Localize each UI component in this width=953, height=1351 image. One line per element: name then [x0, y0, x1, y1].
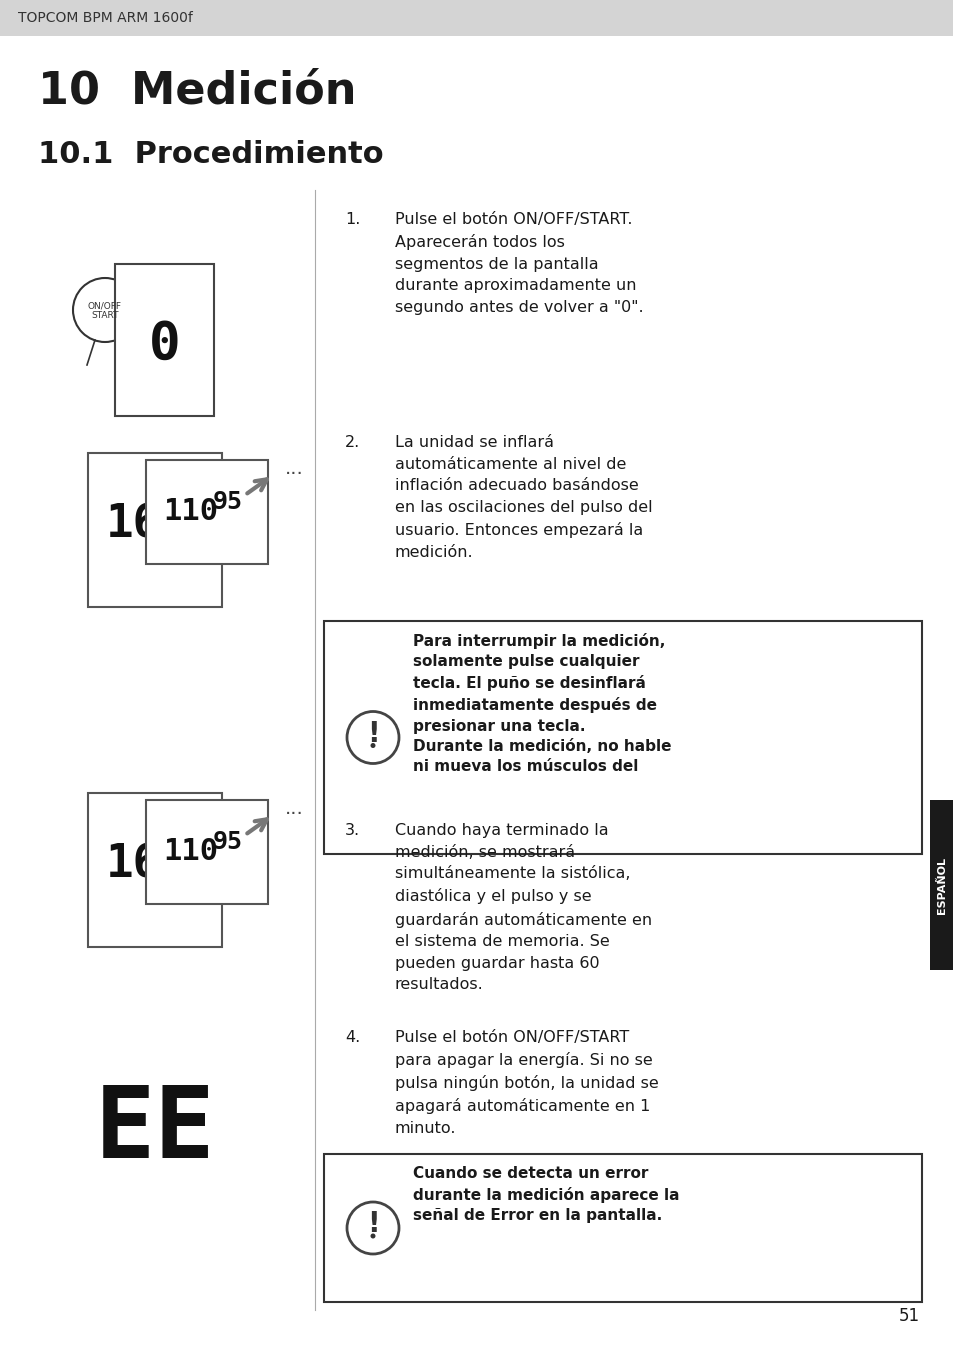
Text: START: START — [91, 311, 118, 319]
Text: 1.: 1. — [345, 212, 360, 227]
Text: 10  Medición: 10 Medición — [38, 70, 356, 113]
Text: Cuando haya terminado la
medición, se mostrará
simultáneamente la sistólica,
dia: Cuando haya terminado la medición, se mo… — [395, 823, 652, 992]
Text: Pulse el botón ON/OFF/START
para apagar la energía. Si no se
pulsa ningún botón,: Pulse el botón ON/OFF/START para apagar … — [395, 1029, 659, 1136]
Text: 110: 110 — [163, 497, 218, 527]
Text: Para interrumpir la medición,
solamente pulse cualquier
tecla. El puño se desinf: Para interrumpir la medición, solamente … — [413, 634, 671, 774]
FancyBboxPatch shape — [146, 800, 268, 904]
Text: 0: 0 — [149, 319, 181, 372]
Text: !: ! — [366, 1210, 379, 1238]
Text: ...: ... — [285, 800, 303, 819]
Text: 160: 160 — [106, 503, 189, 547]
Text: ESPAÑOL: ESPAÑOL — [936, 857, 946, 913]
Text: !: ! — [366, 720, 379, 747]
Circle shape — [73, 278, 137, 342]
Circle shape — [370, 743, 375, 748]
FancyBboxPatch shape — [88, 453, 222, 607]
FancyBboxPatch shape — [324, 621, 921, 854]
FancyBboxPatch shape — [929, 800, 953, 970]
FancyBboxPatch shape — [0, 0, 953, 36]
Text: EE: EE — [94, 1082, 215, 1178]
FancyBboxPatch shape — [324, 1154, 921, 1302]
Circle shape — [347, 712, 398, 763]
Text: 110: 110 — [163, 838, 218, 866]
Text: 95: 95 — [213, 490, 243, 513]
Text: 2.: 2. — [345, 435, 360, 450]
Text: La unidad se inflará
automáticamente al nivel de
inflación adecuado basándose
en: La unidad se inflará automáticamente al … — [395, 435, 652, 559]
Text: ON/OFF: ON/OFF — [88, 301, 122, 311]
Text: 160: 160 — [106, 843, 189, 888]
Text: 3.: 3. — [345, 823, 359, 838]
Text: 10.1  Procedimiento: 10.1 Procedimiento — [38, 141, 383, 169]
FancyBboxPatch shape — [146, 459, 268, 563]
Text: 51: 51 — [898, 1306, 919, 1325]
FancyBboxPatch shape — [88, 793, 222, 947]
Circle shape — [370, 1233, 375, 1239]
Text: 95: 95 — [213, 830, 243, 854]
Circle shape — [347, 1202, 398, 1254]
Text: ...: ... — [285, 459, 303, 478]
Text: TOPCOM BPM ARM 1600f: TOPCOM BPM ARM 1600f — [18, 11, 193, 26]
FancyBboxPatch shape — [115, 263, 214, 416]
Text: Pulse el botón ON/OFF/START.
Aparecerán todos los
segmentos de la pantalla
duran: Pulse el botón ON/OFF/START. Aparecerán … — [395, 212, 643, 315]
Text: Cuando se detecta un error
durante la medición aparece la
señal de Error en la p: Cuando se detecta un error durante la me… — [413, 1166, 679, 1223]
Text: 4.: 4. — [345, 1029, 360, 1046]
